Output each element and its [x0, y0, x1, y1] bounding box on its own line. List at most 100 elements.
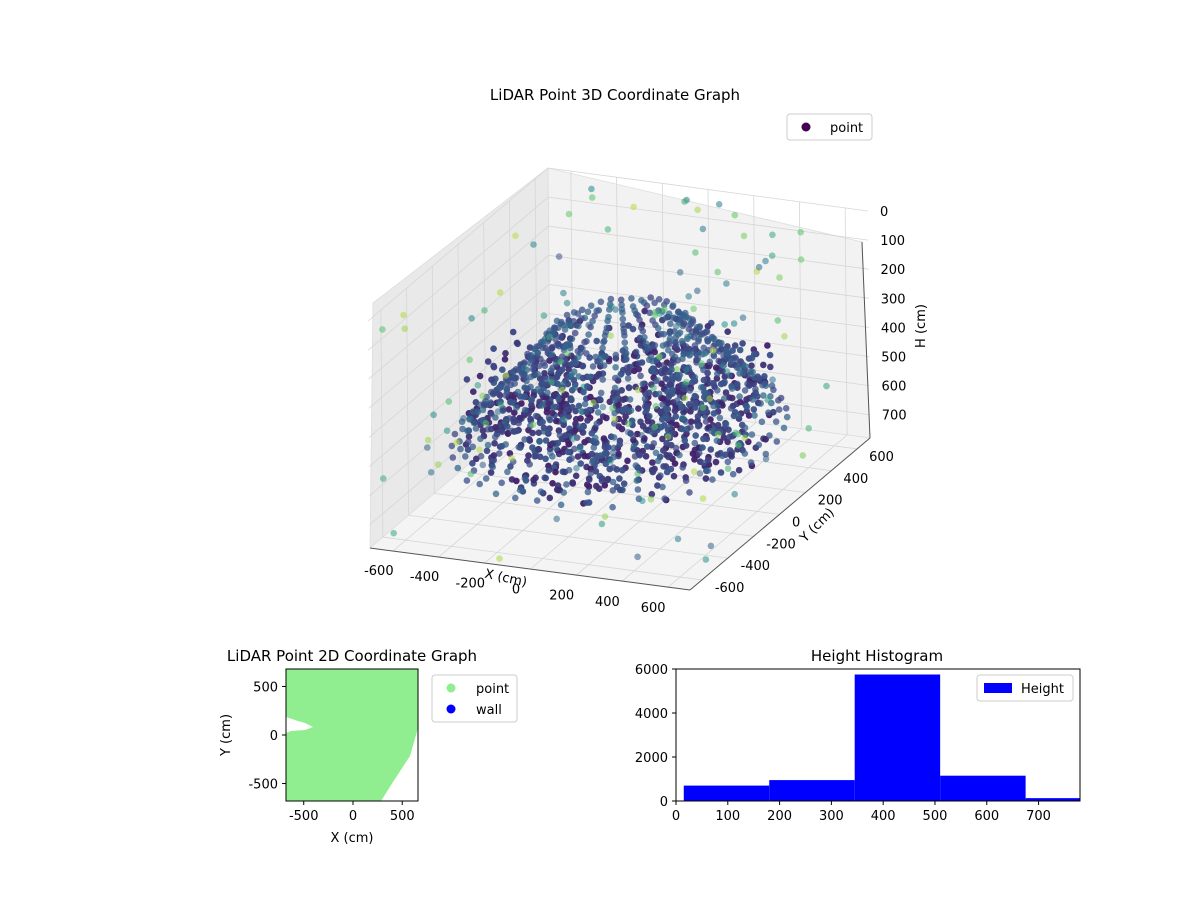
- lidar-point: [636, 316, 643, 324]
- lidar-point: [492, 490, 500, 498]
- lidar-point: [593, 337, 600, 345]
- lidar-point: [575, 373, 583, 380]
- lidar-point: [676, 269, 684, 276]
- lidar-point: [516, 414, 524, 422]
- lidar-point: [541, 362, 549, 370]
- lidar-point: [700, 459, 707, 467]
- lidar-point: [764, 396, 772, 404]
- lidar-point: [548, 351, 556, 358]
- y-tick-label-3d: -400: [741, 559, 771, 574]
- lidar-point: [664, 433, 672, 441]
- lidar-point: [652, 449, 660, 457]
- lidar-point: [782, 405, 790, 412]
- lidar-point: [749, 368, 756, 376]
- legend-wall-marker-2d: [446, 704, 456, 714]
- lidar-point: [609, 487, 617, 494]
- lidar-point: [513, 404, 520, 411]
- lidar-point: [521, 406, 529, 414]
- lidar-point: [563, 311, 571, 319]
- lidar-point: [685, 401, 693, 408]
- lidar-point: [700, 376, 708, 384]
- lidar-point: [681, 437, 689, 444]
- lidar-point: [560, 289, 567, 297]
- lidar-point: [701, 350, 708, 358]
- histogram-bar: [1025, 798, 1080, 801]
- lidar-point: [702, 475, 710, 482]
- lidar-point: [659, 483, 666, 491]
- lidar-point: [620, 480, 628, 488]
- lidar-point: [632, 462, 640, 469]
- lidar-point: [670, 359, 677, 366]
- lidar-point: [434, 461, 442, 468]
- lidar-point: [511, 409, 518, 417]
- lidar-point: [699, 225, 707, 233]
- lidar-point: [612, 351, 620, 359]
- lidar-point: [669, 387, 676, 394]
- lidar-point: [584, 488, 592, 496]
- lidar-point: [709, 476, 716, 483]
- legend-2d: point wall: [431, 674, 518, 723]
- lidar-point: [484, 426, 492, 433]
- x-tick-label-3d: 400: [595, 595, 620, 610]
- lidar-point: [587, 469, 595, 477]
- lidar-point: [697, 384, 705, 391]
- lidar-point: [712, 364, 720, 372]
- lidar-point: [528, 396, 535, 403]
- lidar-point: [579, 429, 587, 436]
- lidar-point: [538, 402, 545, 409]
- lidar-point: [625, 420, 632, 428]
- lidar-point: [495, 450, 503, 457]
- lidar-point: [766, 351, 774, 359]
- lidar-point: [470, 388, 477, 396]
- lidar-point: [707, 379, 714, 387]
- lidar-point: [635, 360, 642, 367]
- lidar-point: [707, 542, 715, 550]
- lidar-point: [713, 437, 721, 445]
- grid-y-floor: [434, 492, 755, 537]
- lidar-point: [564, 406, 571, 414]
- lidar-point: [511, 380, 518, 387]
- lidar-point: [725, 426, 732, 434]
- lidar-point: [699, 404, 707, 411]
- lidar-point: [724, 458, 732, 466]
- lidar-point: [521, 436, 528, 443]
- lidar-point: [651, 312, 659, 319]
- lidar-point: [634, 553, 641, 561]
- lidar-point: [515, 419, 522, 427]
- lidar-point: [706, 395, 713, 403]
- lidar-point: [761, 380, 769, 388]
- lidar-point: [491, 433, 499, 441]
- lidar-point: [483, 447, 491, 455]
- lidar-point: [600, 435, 608, 442]
- histogram-bar: [940, 775, 1026, 801]
- lidar-point: [639, 380, 647, 388]
- lidar-point: [682, 477, 690, 485]
- x-tick-label-3d: 0: [512, 583, 520, 598]
- lidar-point: [541, 370, 548, 377]
- lidar-point: [720, 434, 728, 441]
- x-tick-label-3d: -200: [456, 576, 486, 591]
- y-tick-label-2d: 0: [270, 729, 278, 744]
- lidar-point: [492, 424, 499, 431]
- lidar-point: [521, 384, 528, 392]
- lidar-point: [628, 295, 635, 302]
- lidar-point: [526, 436, 533, 443]
- grid-y-left: [509, 200, 512, 428]
- lidar-point: [568, 322, 575, 329]
- lidar-point: [691, 392, 699, 400]
- lidar-point: [496, 289, 504, 296]
- lidar-point: [743, 396, 750, 403]
- lidar-point: [727, 451, 735, 459]
- lidar-point: [611, 384, 619, 392]
- y-axis-label-3d: Y (cm): [797, 505, 838, 546]
- lidar-point: [679, 355, 686, 363]
- grid-y-floor: [408, 514, 729, 559]
- lidar-point: [575, 402, 583, 410]
- lidar-point: [687, 423, 694, 431]
- lidar-point: [695, 422, 702, 430]
- lidar-point: [598, 475, 606, 482]
- lidar-point: [427, 469, 435, 476]
- lidar-point: [735, 442, 742, 449]
- lidar-point: [476, 372, 484, 380]
- lidar-point: [600, 362, 608, 369]
